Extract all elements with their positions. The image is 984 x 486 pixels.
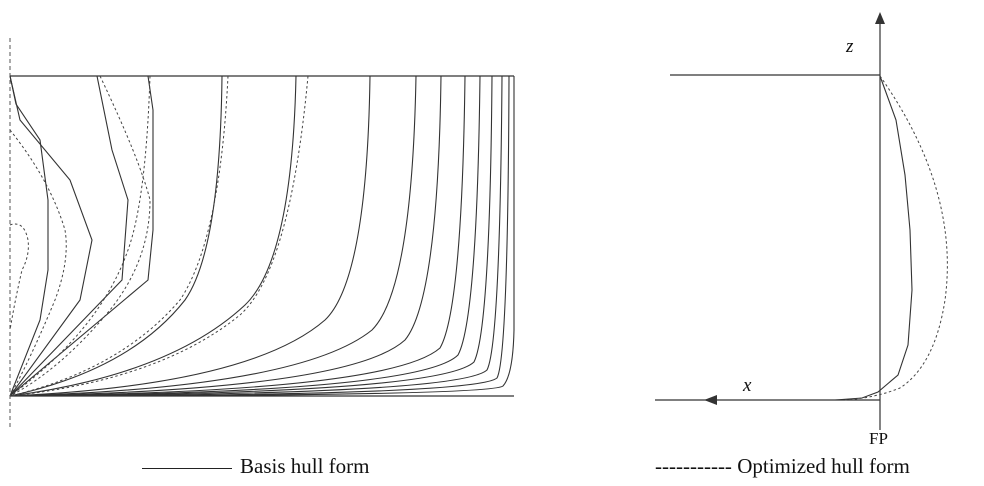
body-plan-panel	[9, 38, 515, 430]
basis-station-11	[9, 75, 481, 397]
basis-station-3	[9, 75, 129, 397]
optimized-station-3	[9, 75, 151, 397]
basis-station-7	[9, 75, 371, 397]
basis-station-9	[9, 75, 442, 397]
optimized-station-6	[9, 75, 309, 397]
basis-station-5	[9, 75, 223, 397]
basis-station-8	[9, 75, 417, 397]
legend-optimized: ----------- Optimized hull form	[655, 452, 910, 480]
x-axis-arrowhead	[704, 395, 717, 405]
legend-optimized-label: Optimized hull form	[737, 454, 910, 478]
basis-station-4	[9, 75, 154, 397]
basis-station-13	[9, 75, 503, 397]
stem-profile-panel: z x FP	[655, 12, 948, 448]
fp-label: FP	[869, 429, 888, 448]
basis-station-15	[9, 76, 515, 397]
basis-station-12	[9, 75, 493, 397]
optimized-station-5	[9, 75, 229, 397]
legend-optimized-line: -----------	[655, 454, 732, 478]
legend-basis: Basis hull form	[142, 452, 370, 480]
basis-station-10	[9, 75, 466, 397]
z-axis-arrowhead	[875, 12, 885, 24]
optimized-station-4	[9, 75, 151, 397]
optimized-station-1	[9, 223, 29, 331]
basis-station-2	[9, 75, 93, 397]
optimized-stations	[9, 75, 309, 397]
basis-station-1	[9, 75, 49, 397]
legend-basis-line	[142, 467, 232, 469]
optimized-stem-profile	[844, 75, 948, 401]
basis-station-6	[9, 75, 297, 397]
legend-basis-label: Basis hull form	[240, 454, 370, 478]
basis-stem-profile	[834, 75, 913, 401]
z-axis-label: z	[845, 36, 854, 57]
basis-station-14	[9, 75, 510, 397]
optimized-station-2	[9, 129, 67, 397]
basis-stations	[9, 75, 515, 397]
x-axis-label: x	[742, 375, 752, 396]
